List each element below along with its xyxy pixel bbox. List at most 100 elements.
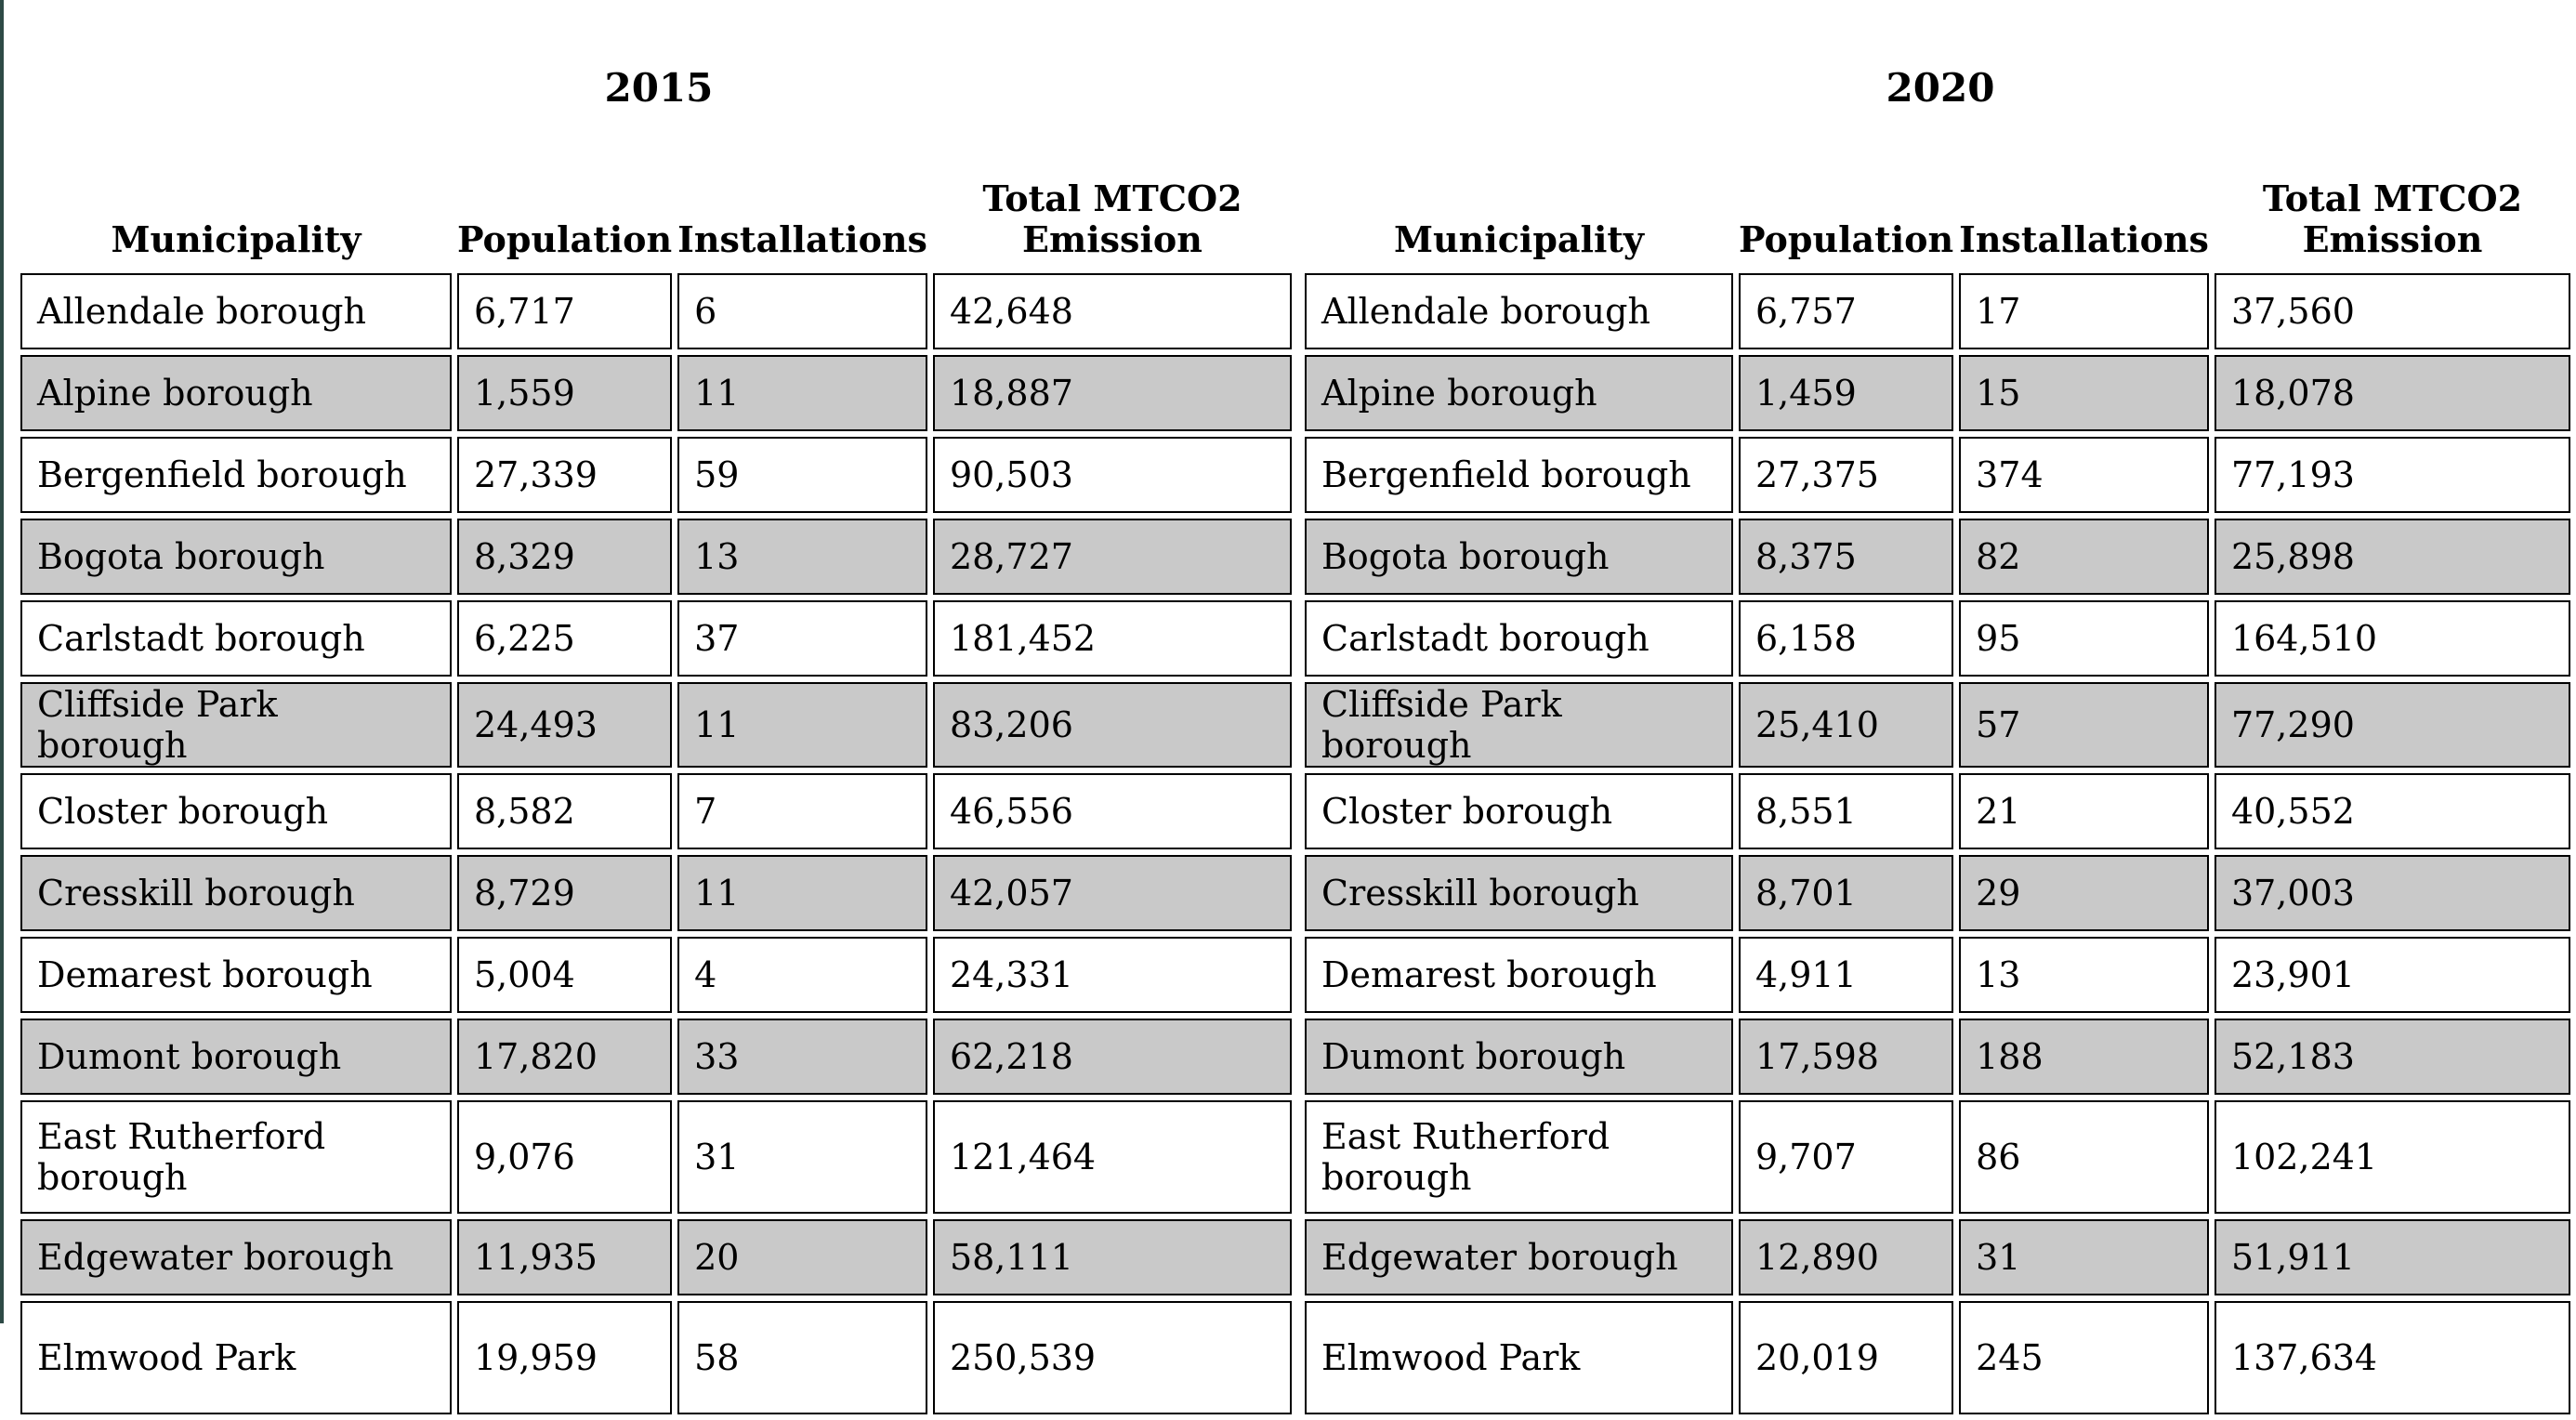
header-population: Population (457, 218, 673, 260)
cell-total-emission: 51,911 (2214, 1219, 2570, 1295)
cell-population: 19,959 (457, 1301, 673, 1414)
table-row: Cresskill borough 8,701 29 37,003 (1305, 855, 2570, 931)
cell-total-emission: 25,898 (2214, 519, 2570, 595)
cell-municipality: Bergenfield borough (1305, 437, 1733, 513)
table-body: Allendale borough 6,717 6 42,648 Alpine boro… (20, 273, 1292, 1414)
cell-total-emission: 52,183 (2214, 1019, 2570, 1095)
cell-installations: 374 (1959, 437, 2209, 513)
cell-installations: 21 (1959, 773, 2209, 849)
cell-municipality: Alpine borough (20, 355, 452, 431)
table-row: Demarest borough 4,911 13 23,901 (1305, 937, 2570, 1013)
cell-municipality: Allendale borough (20, 273, 452, 349)
cell-population: 8,551 (1739, 773, 1954, 849)
cell-population: 27,375 (1739, 437, 1954, 513)
cell-population: 8,701 (1739, 855, 1954, 931)
cell-total-emission: 121,464 (932, 1100, 1292, 1214)
cell-population: 8,582 (457, 773, 673, 849)
cell-municipality: Closter borough (1305, 773, 1733, 849)
cell-total-emission: 42,057 (932, 855, 1292, 931)
cell-municipality: Cliffside Park borough (1305, 682, 1733, 768)
cell-population: 9,076 (457, 1100, 673, 1214)
cell-total-emission: 28,727 (932, 519, 1292, 595)
cell-population: 11,935 (457, 1219, 673, 1295)
cell-total-emission: 46,556 (932, 773, 1292, 849)
cell-population: 27,339 (457, 437, 673, 513)
table-body: Allendale borough 6,757 17 37,560 Alpine bor… (1305, 273, 2570, 1414)
cell-population: 6,717 (457, 273, 673, 349)
cell-population: 1,559 (457, 355, 673, 431)
table-row: Bogota borough 8,329 13 28,727 (20, 519, 1292, 595)
cell-total-emission: 40,552 (2214, 773, 2570, 849)
header-municipality: Municipality (1393, 218, 1645, 260)
table-row: Edgewater borough 11,935 20 58,111 (20, 1219, 1292, 1295)
cell-population: 1,459 (1739, 355, 1954, 431)
cell-installations: 11 (677, 855, 927, 931)
emissions-table-2015: Municipality Population Installations To… (15, 171, 1297, 1420)
cell-total-emission: 62,218 (932, 1019, 1292, 1095)
header-total-emission: Total MTCO2 Emission (2262, 178, 2523, 260)
cell-total-emission: 24,331 (932, 937, 1292, 1013)
cell-municipality: Cliffside Park borough (20, 682, 452, 768)
header-row: Municipality Population Installations To… (1305, 177, 2570, 268)
table-row: Carlstadt borough 6,225 37 181,452 (20, 600, 1292, 677)
cell-population: 6,158 (1739, 600, 1954, 677)
cell-municipality: Edgewater borough (20, 1219, 452, 1295)
table-row: Alpine borough 1,559 11 18,887 (20, 355, 1292, 431)
cell-population: 17,598 (1739, 1019, 1954, 1095)
cell-total-emission: 164,510 (2214, 600, 2570, 677)
header-installations: Installations (677, 218, 927, 260)
cell-population: 8,729 (457, 855, 673, 931)
cell-installations: 86 (1959, 1100, 2209, 1214)
cell-total-emission: 18,887 (932, 355, 1292, 431)
cell-installations: 6 (677, 273, 927, 349)
cell-total-emission: 37,560 (2214, 273, 2570, 349)
cell-installations: 13 (1959, 937, 2209, 1013)
cell-municipality: Carlstadt borough (1305, 600, 1733, 677)
table-row: Bergenfield borough 27,339 59 90,503 (20, 437, 1292, 513)
cell-municipality: East Rutherford borough (20, 1100, 452, 1214)
cell-municipality: Dumont borough (20, 1019, 452, 1095)
cell-population: 8,329 (457, 519, 673, 595)
table-panel-2015: 2015 Municipality Population Installatio… (20, 0, 1297, 1420)
table-panel-2020: 2020 Municipality Population Installatio… (1305, 0, 2576, 1420)
cell-total-emission: 137,634 (2214, 1301, 2570, 1414)
cell-population: 9,707 (1739, 1100, 1954, 1214)
header-row: Municipality Population Installations To… (20, 177, 1292, 268)
table-row: Dumont borough 17,598 188 52,183 (1305, 1019, 2570, 1095)
cell-installations: 29 (1959, 855, 2209, 931)
cell-installations: 82 (1959, 519, 2209, 595)
header-installations: Installations (1959, 218, 2209, 260)
window-edge (0, 0, 4, 1323)
header-total-emission: Total MTCO2 Emission (982, 178, 1242, 260)
cell-installations: 58 (677, 1301, 927, 1414)
cell-municipality: Bergenfield borough (20, 437, 452, 513)
cell-total-emission: 250,539 (932, 1301, 1292, 1414)
table-row: Elmwood Park 20,019 245 137,634 (1305, 1301, 2570, 1414)
table-row: Allendale borough 6,757 17 37,560 (1305, 273, 2570, 349)
cell-installations: 13 (677, 519, 927, 595)
table-row: Elmwood Park 19,959 58 250,539 (20, 1301, 1292, 1414)
table-row: Dumont borough 17,820 33 62,218 (20, 1019, 1292, 1095)
cell-total-emission: 181,452 (932, 600, 1292, 677)
cell-installations: 188 (1959, 1019, 2209, 1095)
cell-population: 20,019 (1739, 1301, 1954, 1414)
table-row: East Rutherford borough 9,707 86 102,241 (1305, 1100, 2570, 1214)
cell-installations: 37 (677, 600, 927, 677)
cell-installations: 11 (677, 355, 927, 431)
table-row: Demarest borough 5,004 4 24,331 (20, 937, 1292, 1013)
cell-population: 5,004 (457, 937, 673, 1013)
cell-total-emission: 42,648 (932, 273, 1292, 349)
header-municipality: Municipality (111, 218, 361, 260)
cell-installations: 15 (1959, 355, 2209, 431)
cell-population: 24,493 (457, 682, 673, 768)
table-row: Carlstadt borough 6,158 95 164,510 (1305, 600, 2570, 677)
cell-population: 12,890 (1739, 1219, 1954, 1295)
cell-total-emission: 18,078 (2214, 355, 2570, 431)
cell-population: 8,375 (1739, 519, 1954, 595)
table-row: Cresskill borough 8,729 11 42,057 (20, 855, 1292, 931)
cell-installations: 7 (677, 773, 927, 849)
cell-total-emission: 77,290 (2214, 682, 2570, 768)
cell-total-emission: 83,206 (932, 682, 1292, 768)
cell-municipality: East Rutherford borough (1305, 1100, 1733, 1214)
table-row: Cliffside Park borough 24,493 11 83,206 (20, 682, 1292, 768)
